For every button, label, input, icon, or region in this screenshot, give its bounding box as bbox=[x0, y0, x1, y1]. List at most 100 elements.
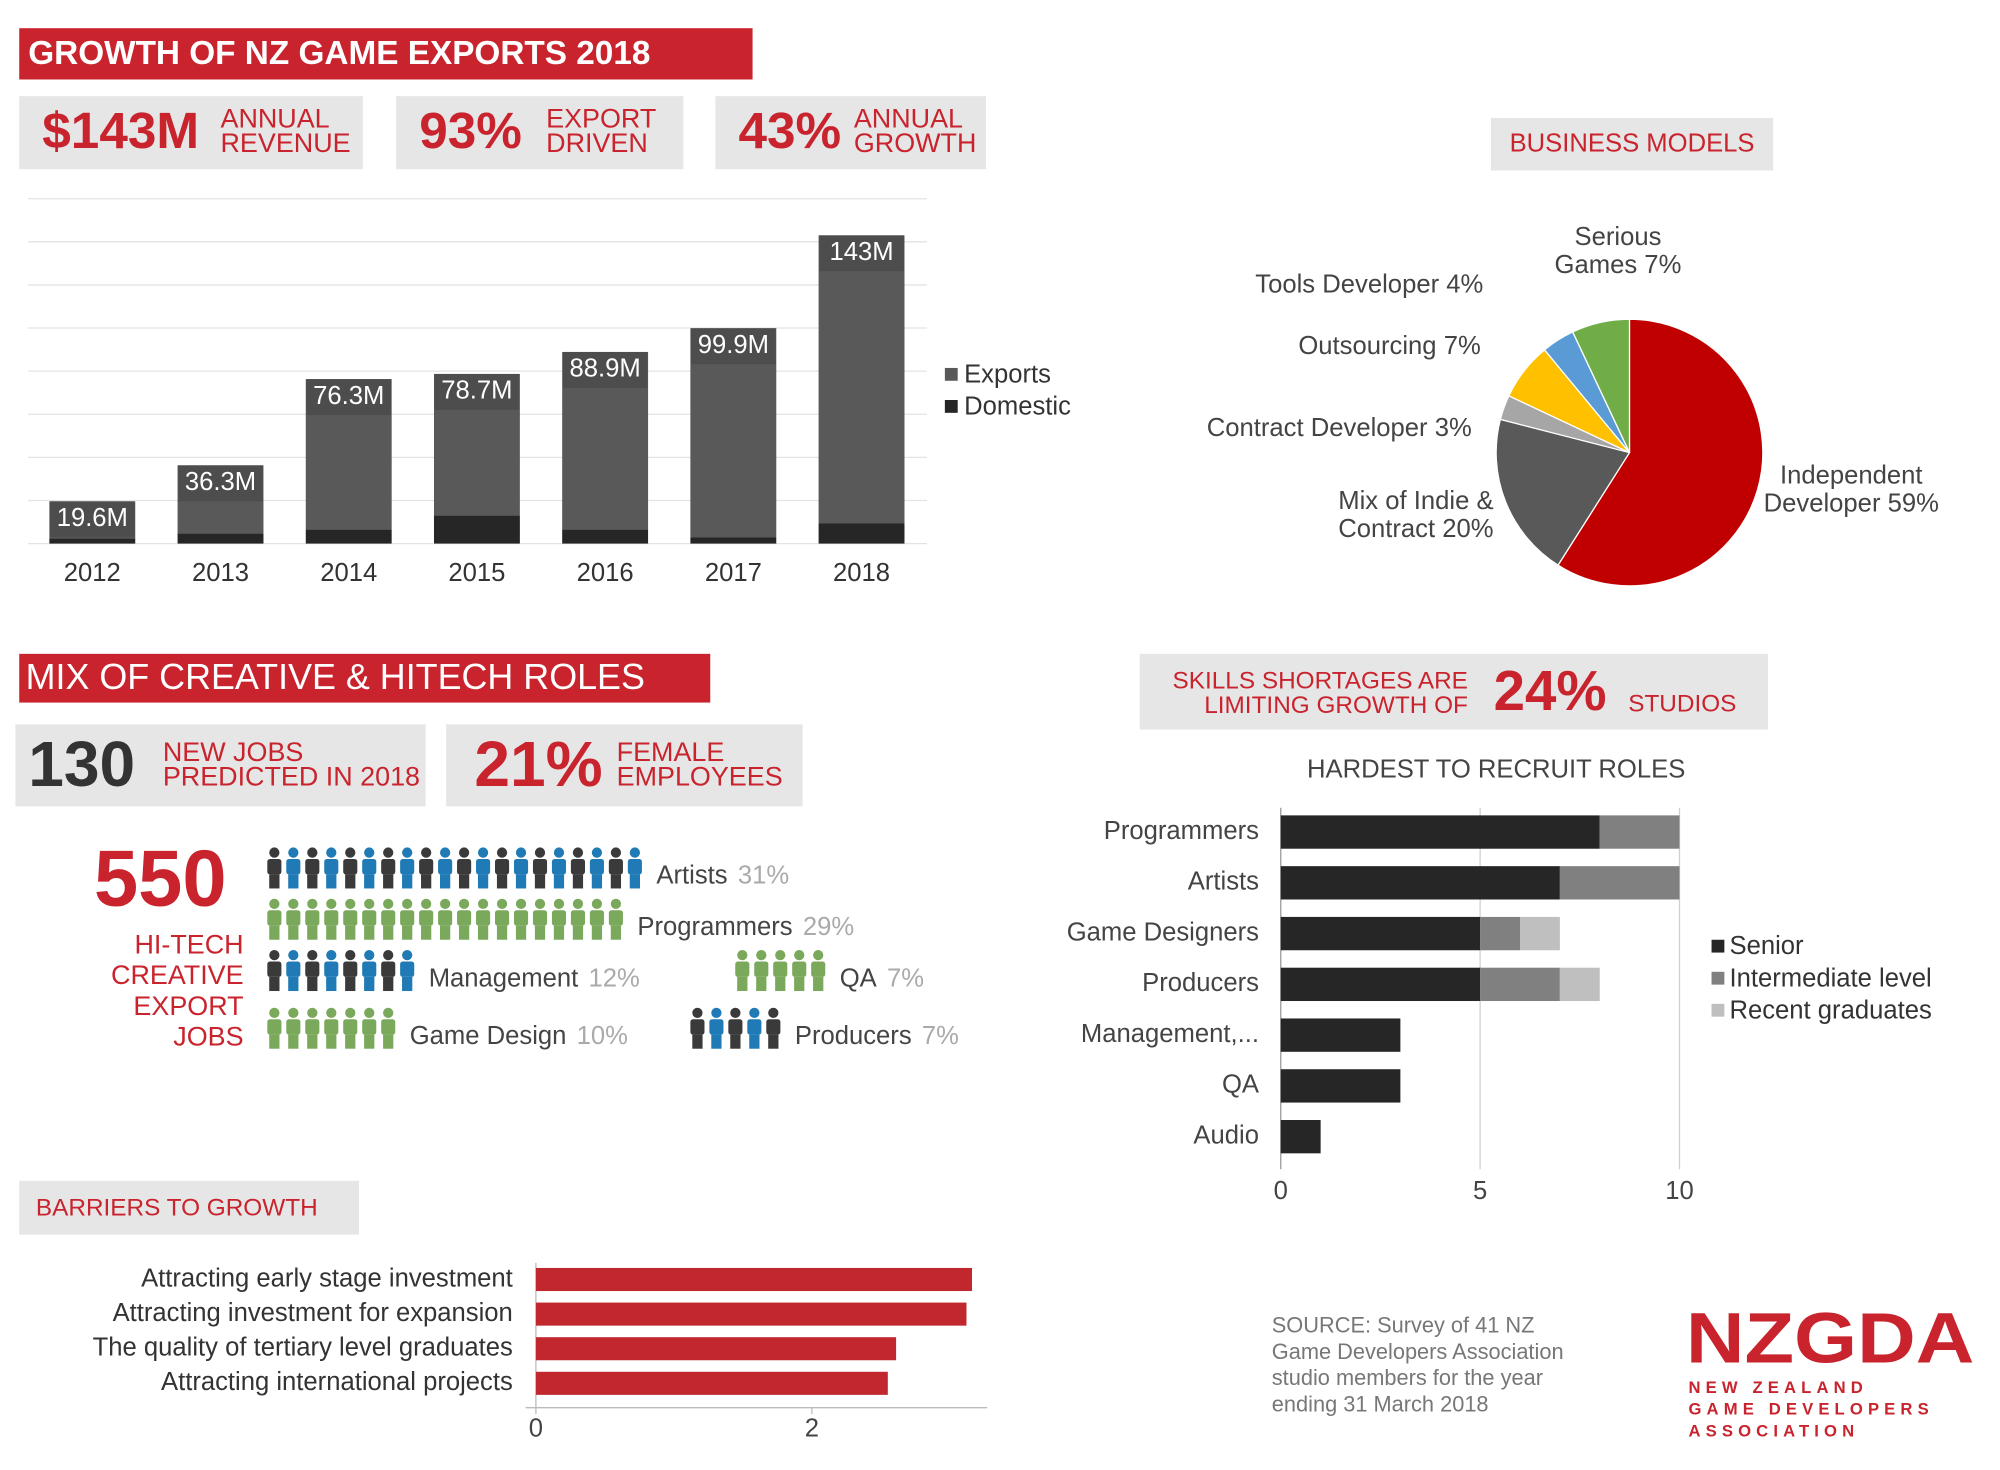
x-tick-label: 2012 bbox=[64, 559, 121, 587]
person-body bbox=[766, 1019, 781, 1035]
person-body bbox=[532, 910, 548, 926]
person-body bbox=[419, 858, 434, 875]
person-legs bbox=[269, 1034, 280, 1049]
legend-swatch bbox=[944, 367, 958, 381]
person-body bbox=[608, 858, 623, 875]
person-head bbox=[737, 950, 748, 961]
person-body bbox=[551, 910, 567, 926]
legend-swatch bbox=[944, 400, 958, 413]
skills-suffix: STUDIOS bbox=[1628, 691, 1736, 718]
person-head bbox=[345, 1007, 356, 1018]
bar-segment bbox=[1520, 916, 1560, 951]
person-body bbox=[690, 1019, 705, 1035]
skills-value: 24% bbox=[1494, 659, 1607, 722]
bar-segment bbox=[433, 515, 520, 544]
person-head bbox=[610, 847, 622, 858]
person-legs bbox=[515, 874, 527, 889]
pie-label: Contract Developer 3% bbox=[1207, 414, 1472, 442]
bar-segment bbox=[1280, 1069, 1401, 1103]
chart-title: HARDEST TO RECRUIT ROLES bbox=[1307, 755, 1685, 783]
role-label: Producers bbox=[795, 1022, 912, 1050]
source-text: ending 31 March 2018 bbox=[1272, 1392, 1489, 1417]
person-head bbox=[307, 950, 318, 961]
logo-subtitle: ASSOCIATION bbox=[1688, 1421, 1859, 1440]
person-legs bbox=[383, 874, 394, 889]
person-head bbox=[458, 898, 470, 909]
slice-name: Tools Developer bbox=[1255, 270, 1440, 299]
person-head bbox=[730, 1007, 741, 1018]
role-icons bbox=[267, 950, 415, 992]
stat-value: 43% bbox=[738, 102, 841, 159]
slice-value: 7% bbox=[1443, 332, 1481, 361]
person-legs bbox=[572, 925, 584, 940]
source-text: SOURCE: Survey of 41 NZ bbox=[1272, 1313, 1535, 1338]
stat-box bbox=[19, 96, 363, 170]
bar-segment bbox=[818, 235, 905, 524]
y-tick-label: Audio bbox=[1193, 1121, 1259, 1149]
person-head bbox=[402, 950, 413, 961]
person-body bbox=[495, 910, 510, 926]
pie-slice bbox=[1557, 318, 1764, 587]
stat-box bbox=[396, 96, 684, 170]
person-body bbox=[267, 910, 282, 926]
person-head bbox=[813, 950, 824, 961]
legend-label: Senior bbox=[1729, 932, 1804, 960]
person-legs bbox=[629, 874, 640, 889]
person-body bbox=[513, 910, 529, 926]
person-head bbox=[326, 898, 337, 909]
bar-segment bbox=[1480, 916, 1520, 951]
role-value: 29% bbox=[803, 913, 854, 941]
person-legs bbox=[756, 976, 767, 992]
person-head bbox=[553, 898, 565, 909]
person-legs bbox=[737, 976, 748, 992]
total-label-box bbox=[306, 379, 392, 416]
person-head bbox=[440, 847, 451, 858]
role-icons bbox=[267, 1007, 396, 1049]
slice-name: Mix of Indie & Contract bbox=[1338, 487, 1494, 544]
person-legs bbox=[572, 874, 584, 889]
person-body bbox=[457, 910, 472, 926]
total-label: 88.9M bbox=[570, 355, 641, 383]
section-box bbox=[19, 1180, 359, 1235]
pie-label-text: Serious Games 7% bbox=[1547, 223, 1688, 279]
person-body bbox=[709, 1019, 724, 1035]
person-legs bbox=[794, 976, 805, 992]
person-head bbox=[288, 898, 299, 909]
person-head bbox=[711, 1007, 722, 1018]
bar-segment bbox=[1280, 916, 1481, 951]
person-body bbox=[381, 1019, 396, 1035]
person-body bbox=[381, 858, 396, 875]
person-head bbox=[458, 847, 470, 858]
person-body bbox=[792, 961, 807, 977]
role-label: Programmers bbox=[637, 913, 792, 941]
x-tick-label: 2014 bbox=[320, 559, 377, 587]
pie-slice bbox=[1571, 318, 1631, 453]
person-legs bbox=[402, 874, 413, 889]
person-body bbox=[286, 910, 301, 926]
person-body bbox=[747, 1019, 762, 1035]
logo-subtitle: GAME DEVELOPERS bbox=[1688, 1400, 1933, 1419]
person-legs bbox=[496, 874, 508, 889]
person-head bbox=[307, 1007, 318, 1018]
person-body bbox=[754, 961, 769, 977]
chart-title: BARRIERS TO GROWTH bbox=[36, 1194, 318, 1221]
person-legs bbox=[477, 874, 489, 889]
person-legs bbox=[591, 874, 603, 889]
person-legs bbox=[364, 1034, 375, 1049]
person-head bbox=[477, 898, 489, 909]
pie-label: Tools Developer 4% bbox=[1255, 270, 1483, 299]
y-tick-label: Game Designers bbox=[1067, 918, 1259, 946]
person-body bbox=[305, 858, 320, 875]
bar bbox=[535, 1371, 888, 1395]
total-label: 19.6M bbox=[57, 504, 128, 532]
person-legs bbox=[288, 925, 299, 940]
stat-label: NEW JOBS bbox=[163, 737, 304, 767]
legend-swatch bbox=[1711, 939, 1725, 953]
section-banner bbox=[19, 653, 711, 703]
person-body bbox=[381, 961, 396, 977]
person-body bbox=[400, 961, 415, 977]
jobs-label: HI-TECH bbox=[134, 929, 243, 959]
person-head bbox=[610, 898, 622, 909]
person-legs bbox=[345, 976, 356, 992]
slice-name: Serious Games bbox=[1554, 223, 1662, 280]
